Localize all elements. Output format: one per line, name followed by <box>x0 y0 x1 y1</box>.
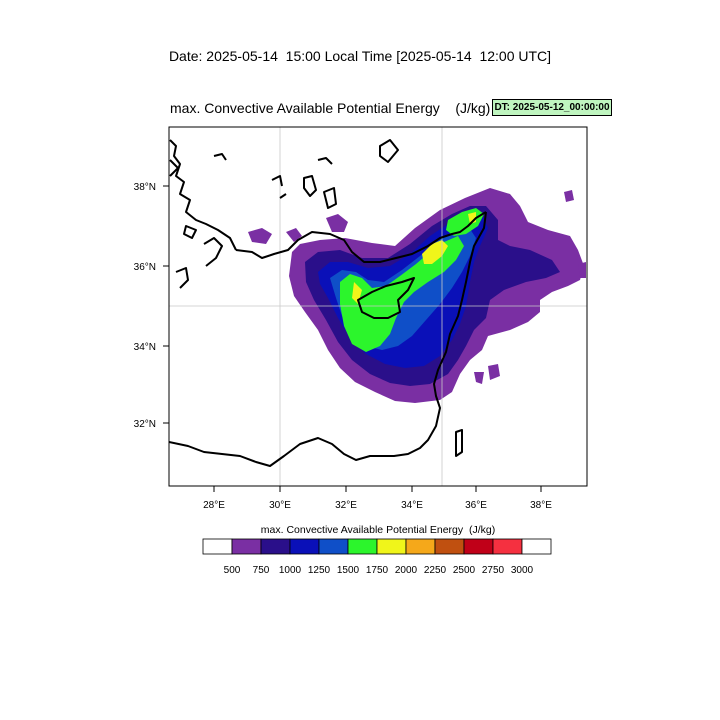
colorbar-label: 1250 <box>308 565 331 576</box>
island-aegean-2 <box>175 267 189 289</box>
island-rhodes <box>323 187 337 209</box>
island-aegean-5 <box>317 157 333 165</box>
island-aegean-8 <box>279 193 287 199</box>
colorbar <box>202 538 552 555</box>
lat-ticks <box>163 185 169 424</box>
cape-blob-syria <box>488 364 500 380</box>
coast-turkey-south <box>235 211 487 263</box>
cape-blob-east-b <box>578 262 586 278</box>
lon-tick-labels: 28°E 30°E 32°E 34°E 36°E 38°E <box>203 500 552 511</box>
lon-label-36: 36°E <box>465 500 487 511</box>
colorbar-swatch <box>289 538 320 555</box>
colorbar-swatch <box>318 538 349 555</box>
coast-levant <box>384 211 487 457</box>
cape-blob-aegean <box>248 228 272 244</box>
colorbar-title: max. Convective Available Potential Ener… <box>260 524 496 536</box>
colorbar-label: 1750 <box>366 565 389 576</box>
colorbar-swatch <box>434 538 465 555</box>
cape-blob-rhodes <box>326 214 348 232</box>
island-aegean-4 <box>303 175 317 197</box>
cape-blob-syria-b <box>474 372 484 384</box>
colorbar-label: 2500 <box>453 565 476 576</box>
lon-label-32: 32°E <box>335 500 357 511</box>
cape-blob-east <box>564 190 574 202</box>
lake-sinai <box>455 429 463 457</box>
island-aegean-6 <box>379 139 399 163</box>
colorbar-swatch <box>492 538 523 555</box>
island-aegean-9 <box>183 225 197 239</box>
plot-title: max. Convective Available Potential Ener… <box>170 100 491 116</box>
cape-contour-1500 <box>340 236 464 352</box>
coast-north-africa <box>169 437 384 467</box>
lon-label-38: 38°E <box>530 500 552 511</box>
map-frame <box>168 126 588 487</box>
colorbar-swatch <box>405 538 436 555</box>
colorbar-label: 2750 <box>482 565 505 576</box>
cape-blob-crete <box>286 228 302 242</box>
colorbar-label: 2250 <box>424 565 447 576</box>
colorbar-swatch <box>202 538 233 555</box>
gridlines <box>169 127 587 486</box>
coast-aegean <box>169 139 237 251</box>
colorbar-label: 750 <box>253 565 270 576</box>
colorbar-label: 2000 <box>395 565 418 576</box>
colorbar-swatch <box>521 538 552 555</box>
lat-tick-labels: 38°N 36°N 34°N 32°N <box>134 182 156 430</box>
cape-field <box>248 188 586 403</box>
island-cyprus <box>357 277 415 319</box>
colorbar-swatch <box>463 538 494 555</box>
date-line: Date: 2025-05-14 15:00 Local Time [2025-… <box>168 48 552 64</box>
lat-label-36: 36°N <box>134 262 156 273</box>
dt-badge: DT: 2025-05-12_00:00:00 <box>492 99 612 116</box>
lat-label-38: 38°N <box>134 182 156 193</box>
lon-label-28: 28°E <box>203 500 225 511</box>
colorbar-label: 3000 <box>511 565 534 576</box>
cape-contour-1750 <box>422 240 448 264</box>
coast-aegean-b <box>169 159 179 177</box>
colorbar-label: 1000 <box>279 565 302 576</box>
island-aegean-1 <box>203 237 223 267</box>
colorbar-swatch <box>347 538 378 555</box>
lat-label-32: 32°N <box>134 419 156 430</box>
colorbar-swatch <box>260 538 291 555</box>
colorbar-label: 1500 <box>337 565 360 576</box>
coastlines <box>169 139 487 467</box>
island-aegean-7 <box>213 153 227 161</box>
lon-label-30: 30°E <box>269 500 291 511</box>
lon-label-34: 34°E <box>401 500 423 511</box>
colorbar-swatch <box>231 538 262 555</box>
colorbar-label: 500 <box>224 565 241 576</box>
island-aegean-3 <box>271 175 283 187</box>
lon-ticks <box>213 486 542 492</box>
lat-label-34: 34°N <box>134 342 156 353</box>
colorbar-swatch <box>376 538 407 555</box>
colorbar-labels: 500 750 1000 1250 1500 1750 2000 2250 2500 2750 30… <box>224 565 534 576</box>
